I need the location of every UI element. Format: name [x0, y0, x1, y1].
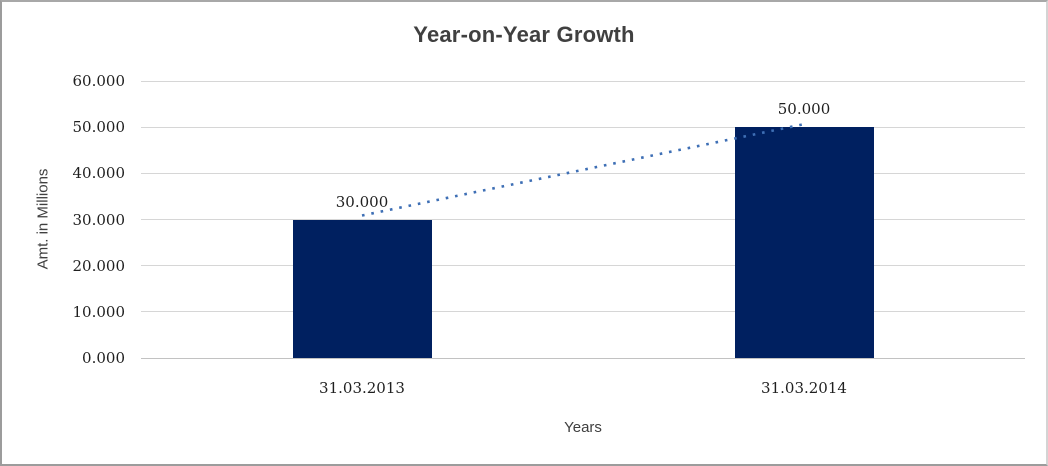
y-tick-label: 20.000	[72, 256, 126, 275]
gridline	[141, 80, 1025, 82]
y-tick-label: 30.000	[72, 210, 126, 229]
chart-title: Year-on-Year Growth	[413, 22, 635, 47]
x-axis-ticks: 31.03.2013 31.03.2014	[141, 379, 1025, 399]
y-tick-label: 60.000	[72, 72, 126, 90]
bar-value-label: 30.000	[335, 192, 389, 211]
x-tick-label: 31.03.2014	[761, 379, 847, 397]
y-tick-label: 0.000	[82, 349, 125, 367]
x-axis-title: Years	[564, 419, 602, 436]
gridline	[141, 172, 1025, 174]
gridline	[141, 126, 1025, 128]
x-tick-label: 31.03.2013	[319, 379, 405, 397]
gridline	[141, 311, 1025, 313]
y-tick-label: 50.000	[72, 118, 126, 137]
gridline	[141, 265, 1025, 267]
bar-value-label: 50.000	[777, 100, 831, 119]
x-axis-line	[141, 357, 1025, 359]
gridline	[141, 219, 1025, 220]
bar	[734, 127, 874, 358]
y-tick-label: 40.000	[72, 164, 126, 183]
y-tick-label: 10.000	[72, 302, 126, 321]
trendline	[361, 122, 805, 217]
y-axis-ticks: 0.000 10.000 20.000 30.000 40.000 50.000 60.00…	[2, 72, 126, 367]
plot-area: 30.000 50.000	[141, 80, 1025, 359]
bar	[292, 219, 432, 358]
